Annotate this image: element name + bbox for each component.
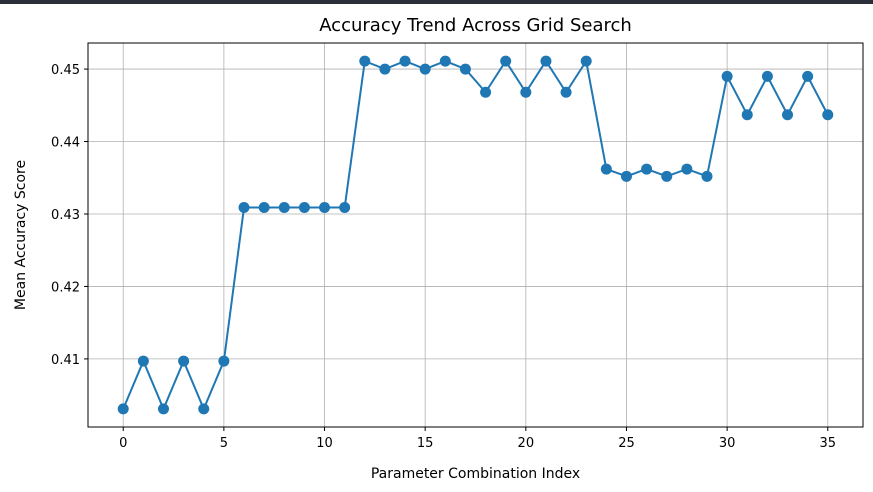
data-point bbox=[218, 355, 230, 367]
data-point bbox=[459, 63, 471, 75]
top-window-strip bbox=[0, 0, 873, 4]
data-point bbox=[540, 55, 552, 67]
data-point bbox=[198, 403, 210, 415]
data-point bbox=[419, 63, 431, 75]
x-tick-label: 0 bbox=[119, 436, 127, 451]
y-axis-ticks: 0.41 0.42 0.43 0.44 0.45 bbox=[51, 63, 88, 368]
data-point bbox=[620, 170, 632, 182]
x-axis-title: Parameter Combination Index bbox=[371, 466, 580, 482]
x-tick-label: 10 bbox=[316, 436, 333, 451]
data-point bbox=[580, 55, 592, 67]
data-point bbox=[681, 163, 693, 175]
x-tick-label: 25 bbox=[618, 436, 635, 451]
data-point bbox=[379, 63, 391, 75]
data-point bbox=[822, 109, 834, 121]
data-point bbox=[157, 403, 169, 415]
data-point bbox=[178, 355, 190, 367]
data-point bbox=[298, 201, 310, 213]
data-point bbox=[661, 170, 673, 182]
y-axis-title: Mean Accuracy Score bbox=[13, 160, 29, 310]
y-tick-label: 0.43 bbox=[51, 208, 80, 223]
x-axis-ticks: 0 5 10 15 20 25 30 35 bbox=[119, 427, 836, 451]
data-point bbox=[258, 201, 270, 213]
y-tick-label: 0.44 bbox=[51, 136, 80, 151]
x-tick-label: 5 bbox=[220, 436, 228, 451]
data-point bbox=[802, 70, 814, 82]
y-tick-label: 0.42 bbox=[51, 280, 80, 295]
grid-layer bbox=[88, 43, 863, 427]
x-tick-label: 15 bbox=[417, 436, 434, 451]
data-point bbox=[319, 201, 331, 213]
data-point bbox=[641, 163, 653, 175]
plot-frame bbox=[87, 42, 864, 428]
y-tick-label: 0.41 bbox=[51, 353, 80, 368]
series-line bbox=[122, 58, 829, 412]
chart-title: Accuracy Trend Across Grid Search bbox=[319, 15, 632, 36]
data-point bbox=[359, 55, 371, 67]
data-point bbox=[600, 163, 612, 175]
data-point bbox=[741, 109, 753, 121]
x-tick-label: 35 bbox=[819, 436, 836, 451]
series-markers bbox=[117, 55, 834, 415]
data-point bbox=[701, 170, 713, 182]
data-point bbox=[117, 403, 129, 415]
y-tick-label: 0.45 bbox=[51, 63, 80, 78]
data-point bbox=[339, 201, 351, 213]
data-point bbox=[520, 86, 532, 98]
data-point bbox=[480, 86, 492, 98]
data-point bbox=[278, 201, 290, 213]
x-tick-label: 30 bbox=[719, 436, 736, 451]
data-point bbox=[399, 55, 411, 67]
data-point bbox=[721, 70, 733, 82]
data-point bbox=[782, 109, 794, 121]
data-point bbox=[560, 86, 572, 98]
data-point bbox=[137, 355, 149, 367]
data-point bbox=[439, 55, 451, 67]
data-point bbox=[238, 201, 250, 213]
data-point bbox=[500, 55, 512, 67]
data-point bbox=[761, 70, 773, 82]
x-tick-label: 20 bbox=[518, 436, 535, 451]
